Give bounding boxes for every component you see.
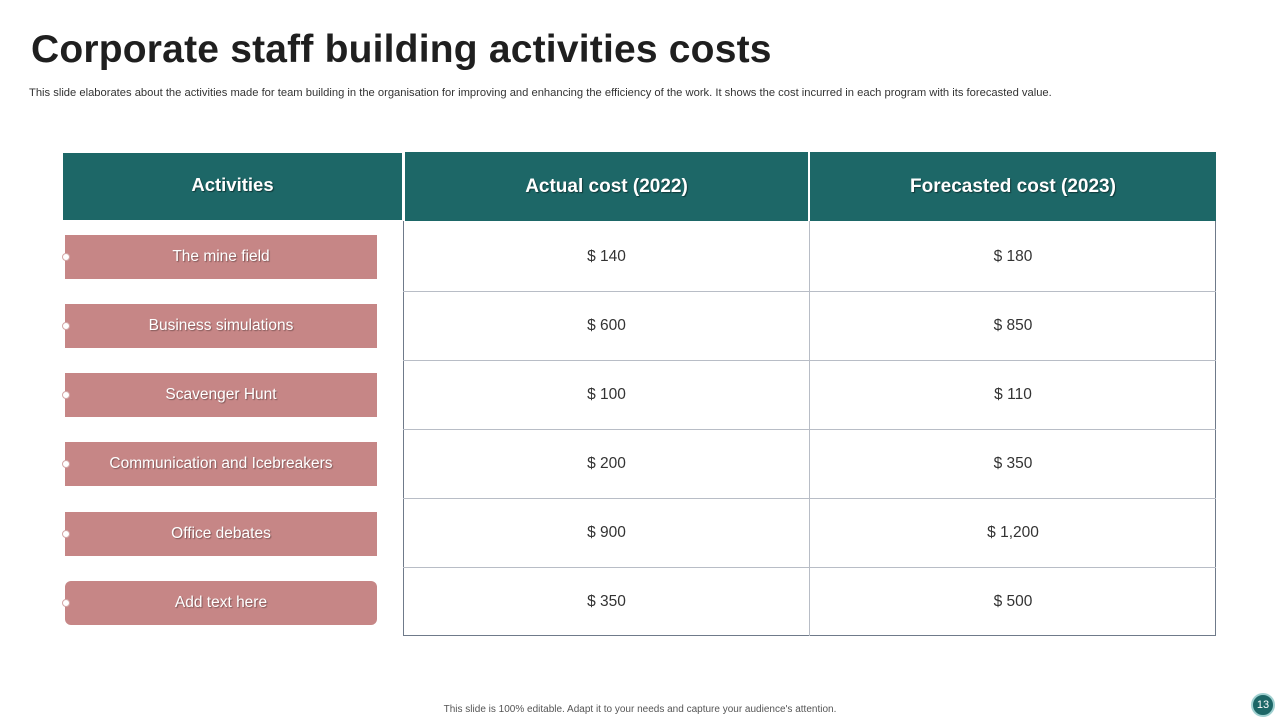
actual-cost-cell: $ 600 (587, 316, 626, 334)
forecast-cost-cell: $ 180 (993, 247, 1033, 265)
bullet-dot (62, 253, 70, 261)
forecast-cost-cell: $ 1,200 (987, 523, 1039, 541)
row-divider (403, 498, 1216, 499)
header-activities: Activities (63, 153, 402, 220)
row-divider (403, 291, 1216, 292)
actual-cost-cell: $ 900 (587, 523, 626, 541)
row-divider (403, 429, 1216, 430)
activity-pill: Office debates (65, 512, 377, 556)
header-actual-cost: Actual cost (2022) (405, 152, 808, 221)
page-number-badge: 13 (1251, 693, 1275, 717)
activity-pill: Communication and Icebreakers (65, 442, 377, 486)
forecast-cost-cell: $ 110 (994, 385, 1032, 403)
actual-cost-cell: $ 140 (587, 247, 626, 265)
slide-title: Corporate staff building activities cost… (31, 28, 772, 71)
forecast-cost-cell: $ 500 (993, 592, 1033, 610)
activity-pill: Scavenger Hunt (65, 373, 377, 417)
forecast-cost-cell: $ 850 (993, 316, 1033, 334)
bullet-dot (62, 599, 70, 607)
forecast-cost-cell: $ 350 (993, 454, 1033, 472)
column-divider (809, 221, 810, 636)
bullet-dot (62, 530, 70, 538)
slide-subtitle: This slide elaborates about the activiti… (29, 87, 1052, 99)
actual-cost-cell: $ 350 (587, 592, 626, 610)
bullet-dot (62, 460, 70, 468)
activity-pill: Business simulations (65, 304, 377, 348)
row-divider (403, 567, 1216, 568)
header-forecasted-cost: Forecasted cost (2023) (810, 152, 1216, 221)
activity-pill: Add text here (65, 581, 377, 625)
bullet-dot (62, 322, 70, 330)
row-divider (403, 360, 1216, 361)
activity-pill: The mine field (65, 235, 377, 279)
bullet-dot (62, 391, 70, 399)
actual-cost-cell: $ 100 (587, 385, 626, 403)
slide-footer-note: This slide is 100% editable. Adapt it to… (443, 704, 837, 715)
actual-cost-cell: $ 200 (587, 454, 626, 472)
